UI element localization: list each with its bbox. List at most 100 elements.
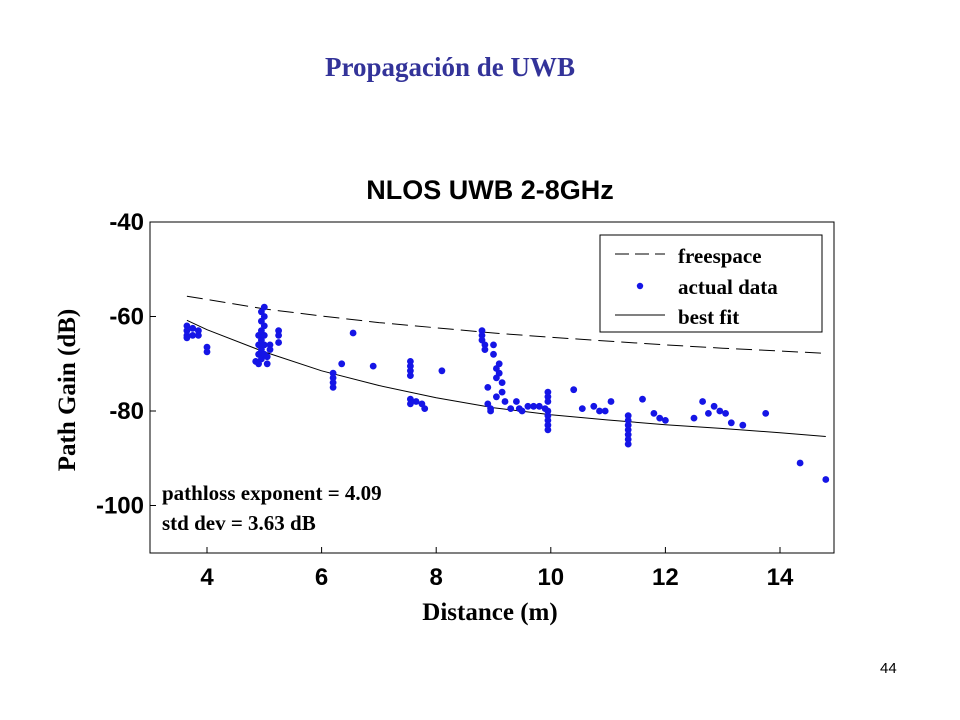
y-tick-label: -80 (109, 398, 144, 425)
data-point (183, 327, 191, 335)
legend: freespace actual data best fit (599, 234, 823, 333)
data-point (699, 398, 706, 405)
data-point (407, 358, 414, 365)
slide-title: Propagación de UWB (324, 52, 575, 82)
data-point (624, 440, 632, 448)
legend-freespace-label: freespace (678, 244, 762, 268)
data-point (266, 341, 274, 349)
plot-area (149, 221, 835, 554)
data-point (329, 374, 337, 382)
data-point (490, 350, 497, 358)
data-point (275, 339, 282, 346)
data-point (407, 362, 414, 370)
data-point (260, 332, 268, 339)
data-point (544, 398, 552, 405)
data-point (260, 322, 268, 330)
data-point (329, 369, 337, 377)
data-point (739, 421, 747, 429)
data-point (639, 395, 646, 403)
data-point (407, 395, 414, 403)
data-point (544, 407, 552, 415)
data-point (544, 421, 552, 429)
y-axis-label: Path Gain (dB) (54, 309, 81, 472)
data-point (260, 313, 268, 320)
data-point (498, 379, 506, 386)
data-point (203, 343, 211, 351)
freespace-line (186, 295, 826, 354)
data-point (493, 393, 500, 401)
chart-title: NLOS UWB 2-8GHz (366, 175, 614, 205)
data-point (338, 360, 346, 368)
data-point (607, 398, 615, 405)
data-point (624, 417, 632, 424)
data-point (349, 329, 357, 337)
std-dev-text: std dev = 3.63 dB (162, 511, 316, 535)
plot-frame (149, 221, 835, 554)
legend-box (599, 234, 823, 333)
data-point (796, 459, 804, 467)
data-point (407, 367, 414, 375)
data-point (530, 402, 537, 410)
data-point (495, 369, 503, 377)
data-point (263, 360, 271, 368)
data-point (507, 405, 515, 412)
data-point (544, 417, 552, 424)
data-point (438, 367, 446, 375)
data-point (578, 405, 586, 412)
y-tick-label: -60 (109, 304, 144, 331)
data-point (513, 398, 520, 405)
data-point (716, 407, 724, 415)
data-point (501, 398, 509, 405)
data-point (478, 327, 486, 335)
data-point (481, 346, 489, 353)
data-point (189, 324, 197, 332)
x-tick-label: 4 (200, 564, 214, 591)
data-point (601, 407, 609, 415)
data-point (624, 431, 632, 438)
axis-ticks: 4 6 8 10 12 14 -40 -60 -80 -100 (96, 209, 794, 591)
best-fit-line (186, 319, 826, 437)
y-tick-label: -40 (109, 209, 144, 236)
data-point (195, 327, 202, 335)
pathloss-exponent-text: pathloss exponent = 4.09 (162, 481, 382, 505)
page-number: 44 (880, 660, 897, 677)
data-point (822, 476, 830, 483)
data-point (183, 334, 191, 342)
data-point (369, 362, 377, 370)
data-point (421, 405, 429, 412)
data-point (624, 426, 632, 434)
data-point (544, 393, 552, 401)
data-point (195, 332, 202, 339)
data-point (478, 332, 486, 339)
data-point (524, 402, 532, 410)
legend-actual-data-label: actual data (678, 275, 778, 299)
x-tick-label: 10 (537, 564, 564, 591)
data-point (624, 412, 632, 420)
data-point (495, 360, 503, 368)
data-point (650, 410, 658, 417)
data-point (544, 412, 552, 420)
data-point (203, 348, 211, 356)
x-tick-label: 6 (315, 564, 328, 591)
data-point (260, 303, 268, 311)
x-tick-label: 12 (652, 564, 679, 591)
x-axis-label: Distance (m) (422, 599, 557, 626)
data-point (570, 386, 578, 394)
data-point (260, 341, 268, 349)
data-point (624, 421, 632, 429)
data-point (189, 332, 197, 339)
data-point (727, 419, 735, 427)
data-point (481, 341, 489, 349)
data-point (535, 402, 543, 410)
data-point (412, 398, 420, 405)
data-point (407, 372, 414, 379)
stats-box (157, 478, 447, 540)
data-point (275, 327, 282, 335)
data-point (266, 346, 274, 353)
stats-annotation: pathloss exponent = 4.09 std dev = 3.63 … (157, 478, 447, 540)
data-point (275, 332, 282, 339)
data-point (624, 436, 632, 443)
data-point (544, 426, 552, 434)
data-point (656, 414, 664, 422)
